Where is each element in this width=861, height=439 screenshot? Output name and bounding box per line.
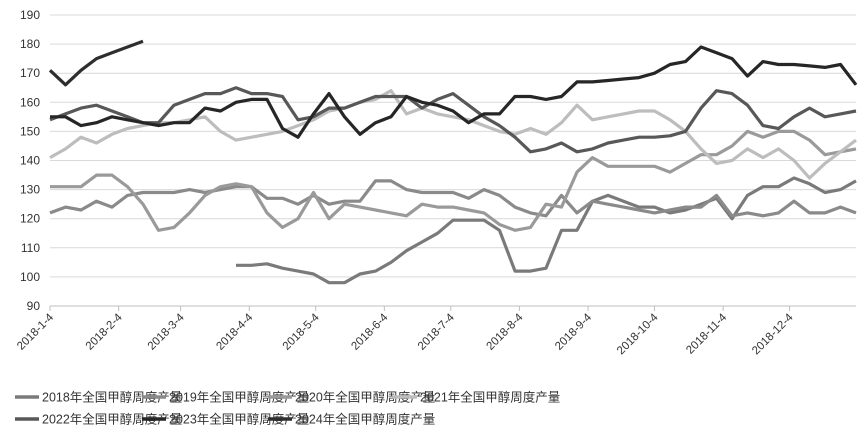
legend-item: 2023年全国甲醇周度产量	[142, 412, 309, 427]
series-line-2	[50, 129, 857, 232]
legend: 2018年全国甲醇周度产量2019年全国甲醇周度产量2020年全国甲醇周度产量2…	[15, 390, 560, 427]
legend-item: 2022年全国甲醇周度产量	[15, 412, 182, 427]
y-tick-label: 140	[20, 154, 40, 168]
y-tick-label: 160	[20, 95, 40, 109]
x-tick-label: 2018-3-4	[146, 311, 187, 352]
x-tick-label: 2018-11-4	[684, 311, 729, 356]
series-line-3	[49, 89, 857, 180]
legend-item: 2024年全国甲醇周度产量	[268, 412, 435, 427]
y-tick-label: 100	[20, 270, 40, 284]
series-line-6	[48, 39, 144, 87]
legend-item: 2020年全国甲醇周度产量	[268, 390, 435, 405]
series-line-0	[236, 176, 857, 285]
legend-item: 2019年全国甲醇周度产量	[142, 390, 309, 405]
legend-label: 2021年全国甲醇周度产量	[420, 390, 560, 405]
legend-label: 2020年全国甲醇周度产量	[295, 390, 435, 405]
legend-item: 2018年全国甲醇周度产量	[15, 390, 182, 405]
y-axis: 90 100 110 120 130 140 150 160 170 180 190	[20, 8, 40, 313]
series-lines	[48, 39, 858, 285]
y-tick-label: 130	[20, 183, 40, 197]
x-tick-label: 2018-7-4	[416, 311, 457, 352]
x-tick-label: 2018-5-4	[281, 311, 322, 352]
legend-item: 2021年全国甲醇周度产量	[393, 390, 560, 405]
gridlines	[50, 14, 856, 307]
x-tick-label: 2018-1-4	[15, 311, 56, 352]
series-line-4	[49, 86, 857, 154]
legend-label: 2022年全国甲醇周度产量	[42, 412, 182, 427]
x-tick-label: 2018-10-4	[615, 311, 661, 357]
legend-label: 2019年全国甲醇周度产量	[169, 390, 309, 405]
series-line-1	[49, 179, 857, 218]
y-tick-label: 170	[20, 66, 40, 80]
y-tick-label: 180	[20, 37, 40, 51]
series-line-5	[50, 45, 858, 139]
y-tick-label: 90	[27, 299, 41, 313]
y-tick-label: 120	[20, 212, 40, 226]
legend-label: 2018年全国甲醇周度产量	[42, 390, 182, 405]
x-tick-label: 2018-9-4	[553, 311, 594, 352]
x-tick-label: 2018-2-4	[84, 311, 125, 352]
x-axis: 2018-1-4 2018-2-4 2018-3-4 2018-4-4 2018-5-4…	[15, 306, 796, 357]
y-tick-label: 110	[21, 241, 40, 255]
x-tick-label: 2018-6-4	[349, 311, 390, 352]
legend-label: 2023年全国甲醇周度产量	[169, 412, 309, 427]
x-tick-label: 2018-4-4	[214, 311, 255, 352]
y-tick-label: 190	[20, 8, 40, 22]
x-tick-label: 2018-8-4	[485, 311, 526, 352]
legend-label: 2024年全国甲醇周度产量	[295, 412, 435, 427]
x-tick-label: 2018-12-4	[750, 311, 796, 357]
y-tick-label: 150	[20, 124, 40, 138]
